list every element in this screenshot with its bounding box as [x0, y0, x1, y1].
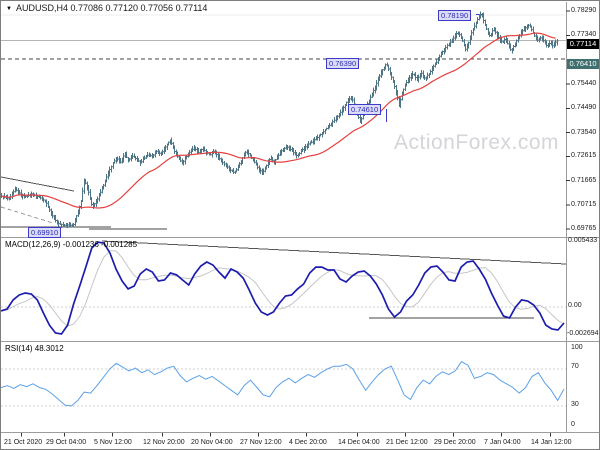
rsi-indicator-label: RSI(14) 48.3012: [5, 344, 64, 353]
time-axis-label[interactable]: 12 Nov 20:00: [143, 439, 185, 446]
macd-trendline: [101, 240, 567, 265]
price-annotation-tag[interactable]: 0.74610: [348, 104, 382, 115]
time-axis-label[interactable]: 14 Dec 04:00: [338, 439, 380, 446]
price-axis-label: 0.70715: [571, 200, 597, 208]
watermark: ActionForex.com: [394, 131, 560, 154]
moving-average-line: [1, 32, 556, 209]
trendline-descending: [1, 176, 75, 192]
macd-axis-label: 0.00: [568, 302, 582, 309]
rsi-axis-label: 0: [571, 421, 575, 428]
price-annotation-tag[interactable]: 0.76390: [326, 58, 360, 69]
time-axis-label[interactable]: 14 Jan 12:00: [531, 439, 572, 446]
price-axis-label: 0.73540: [571, 128, 597, 136]
price-axis-label: 0.75440: [571, 79, 597, 87]
macd-signal-line: [1, 250, 565, 327]
macd-axis-label: -0.002694: [567, 330, 599, 337]
rsi-line: [1, 360, 565, 407]
time-axis-label[interactable]: 27 Nov 12:00: [240, 439, 282, 446]
time-axis-label[interactable]: 29 Oct 04:00: [46, 439, 87, 446]
rsi-axis-label: 70: [571, 363, 579, 370]
rsi-axis-label: 30: [571, 401, 579, 408]
price-axis-label: 0.78290: [571, 7, 597, 14]
price-annotation-tag[interactable]: 0.69910: [28, 227, 62, 238]
time-axis-label[interactable]: 20 Nov 04:00: [191, 439, 233, 446]
price-axis-label: 0.71665: [571, 176, 597, 184]
price-axis-label: 0.72615: [571, 152, 597, 160]
symbol-ohlc-text: AUDUSD,H4 0.77086 0.77120 0.77056 0.7711…: [15, 3, 208, 13]
current-price-tag: 0.77114: [567, 39, 599, 49]
time-axis-label[interactable]: 29 Dec 20:00: [434, 439, 476, 446]
time-axis-label[interactable]: 7 Jan 04:00: [484, 439, 521, 446]
sr-level-tag: 0.76410: [567, 59, 599, 69]
dropdown-arrow-icon[interactable]: ▼: [6, 6, 12, 12]
time-axis-label[interactable]: 21 Dec 12:00: [386, 439, 428, 446]
rsi-axis-label: 100: [571, 344, 583, 351]
price-axis-label: 0.69765: [571, 225, 597, 233]
macd-indicator-label: MACD(12,26,9) -0.001236 -0.001285: [5, 240, 138, 249]
macd-axis-label: 0.005433: [568, 237, 598, 244]
trendline-dashed: [1, 206, 54, 224]
price-axis-label: 0.74490: [571, 104, 597, 112]
time-axis-label[interactable]: 5 Nov 12:00: [94, 439, 132, 446]
candlestick-bars: [1, 11, 559, 229]
time-axis-label[interactable]: 4 Dec 20:00: [289, 439, 327, 446]
time-axis-label[interactable]: 21 Oct 2020: [4, 439, 43, 446]
price-annotation-tag[interactable]: 0.78190: [438, 10, 472, 21]
symbol-title: ▼ AUDUSD,H4 0.77086 0.77120 0.77056 0.771…: [6, 3, 207, 13]
price-axis-label: 0.77340: [571, 31, 597, 39]
macd-main-line: [1, 241, 565, 335]
